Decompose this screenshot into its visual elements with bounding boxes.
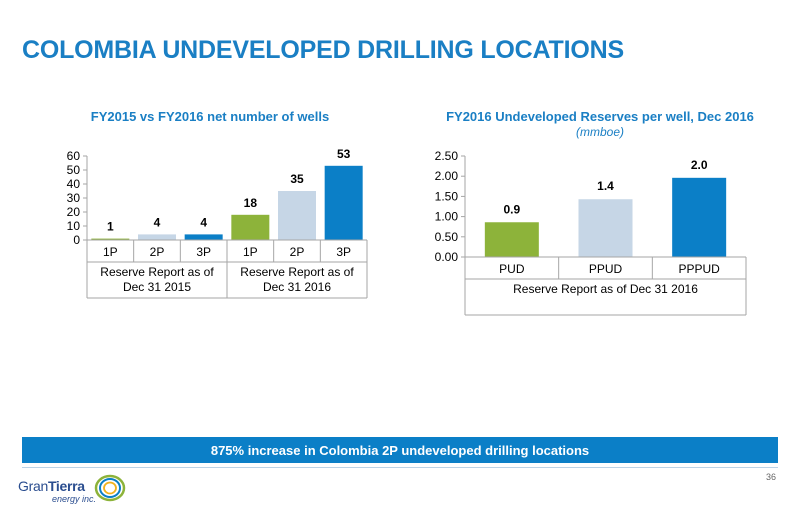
- wells-ytick-label: 20: [67, 205, 81, 219]
- logo-word-gran: Gran: [18, 478, 48, 494]
- reserves-category-label: PPUD: [589, 262, 623, 276]
- page-number: 36: [765, 472, 776, 482]
- wells-bar: [278, 191, 316, 240]
- wells-data-label: 35: [290, 172, 304, 186]
- wells-ytick-label: 30: [67, 191, 81, 205]
- company-logo: GranTierra energy inc.: [18, 470, 128, 510]
- wells-bar: [138, 234, 176, 240]
- logo-rings-icon: [94, 474, 126, 502]
- reserves-category-label: PPPUD: [678, 262, 720, 276]
- reserves-bar: [672, 177, 727, 257]
- reserves-ytick-label: 0.50: [435, 230, 459, 244]
- logo-tagline: energy inc.: [52, 494, 97, 504]
- wells-category-label: 3P: [196, 245, 211, 259]
- wells-ytick-label: 60: [67, 149, 81, 163]
- reserves-bar: [484, 222, 539, 257]
- wells-bar: [231, 214, 270, 240]
- wells-data-label: 1: [107, 220, 114, 234]
- reserves-ytick-label: 2.50: [435, 149, 459, 163]
- summary-banner: 875% increase in Colombia 2P undeveloped…: [22, 437, 778, 463]
- wells-ytick-label: 40: [67, 177, 81, 191]
- chart2-title: FY2016 Undeveloped Reserves per well, De…: [446, 109, 754, 124]
- wells-group-label-line1: Reserve Report as of: [100, 265, 214, 279]
- wells-category-label: 1P: [103, 245, 118, 259]
- reserves-data-label: 1.4: [597, 179, 614, 193]
- wells-category-label: 2P: [290, 245, 305, 259]
- wells-category-label: 2P: [150, 245, 165, 259]
- reserves-category-label: PUD: [499, 262, 525, 276]
- logo-word-tierra: Tierra: [47, 478, 85, 494]
- wells-ytick-label: 0: [73, 233, 80, 247]
- wells-ytick-label: 50: [67, 163, 81, 177]
- wells-bar: [184, 234, 223, 240]
- reserves-ytick-label: 1.00: [435, 210, 459, 224]
- reserves-bar: [578, 199, 633, 257]
- wells-data-label: 53: [337, 147, 351, 161]
- wells-data-label: 4: [154, 215, 161, 229]
- wells-data-label: 4: [200, 215, 207, 229]
- wells-bar: [324, 165, 363, 240]
- reserves-ytick-label: 0.00: [435, 250, 459, 264]
- logo-wordmark: GranTierra: [18, 478, 85, 494]
- reserves-data-label: 2.0: [691, 158, 708, 172]
- reserves-group-label: Reserve Report as of Dec 31 2016: [513, 282, 698, 296]
- wells-group-label-line1: Reserve Report as of: [240, 265, 354, 279]
- chart1-title: FY2015 vs FY2016 net number of wells: [90, 109, 330, 124]
- chart2-subtitle: (mmboe): [575, 125, 624, 139]
- wells-category-label: 1P: [243, 245, 258, 259]
- reserves-ytick-label: 2.00: [435, 169, 459, 183]
- reserves-data-label: 0.9: [503, 202, 520, 216]
- wells-bar: [91, 238, 130, 240]
- wells-group-label-line2: Dec 31 2015: [123, 280, 191, 294]
- footer-divider: [22, 467, 778, 468]
- wells-ytick-label: 10: [67, 219, 81, 233]
- reserves-bar-chart: 0.00 0.50 1.00 1.50 2.00 2.50 0.9 1.4 2.0 PUD PPUD…: [435, 149, 747, 316]
- reserves-ytick-label: 1.50: [435, 189, 459, 203]
- wells-category-label: 3P: [336, 245, 351, 259]
- wells-group-label-line2: Dec 31 2016: [263, 280, 331, 294]
- wells-data-label: 18: [244, 196, 258, 210]
- slide-title: COLOMBIA UNDEVELOPED DRILLING LOCATIONS: [22, 36, 624, 64]
